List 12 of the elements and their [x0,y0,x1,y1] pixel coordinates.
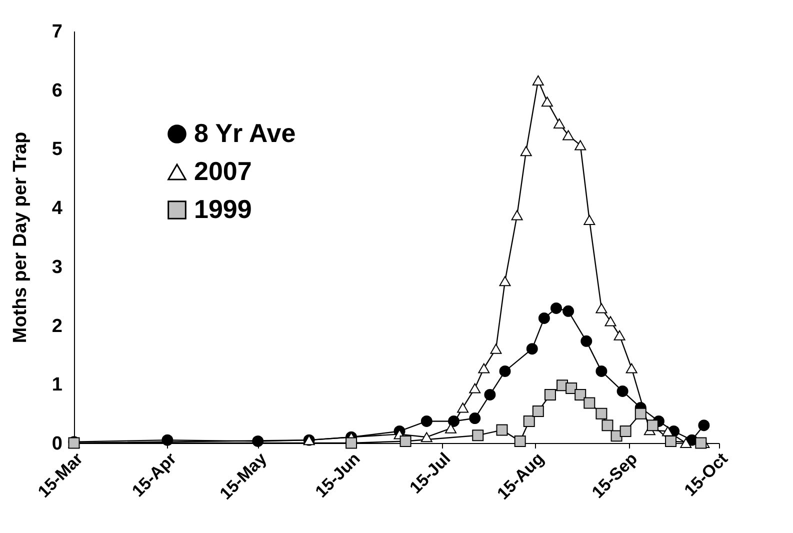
y-tick-label: 1 [52,374,63,396]
legend-label: 2007 [194,156,252,186]
y-tick-label: 3 [52,256,62,278]
y-tick-label: 2 [52,316,62,337]
legend-label: 1999 [194,194,252,224]
y-tick-label: 7 [52,22,62,42]
y-tick-label: 6 [52,80,62,102]
y-axis-title: Moths per Day per Trap [10,132,31,344]
y-tick-label: 5 [52,139,63,160]
y-tick-label: 0 [52,434,62,454]
y-tick-label: 4 [52,198,63,220]
legend-label: 8 Yr Ave [194,118,296,148]
